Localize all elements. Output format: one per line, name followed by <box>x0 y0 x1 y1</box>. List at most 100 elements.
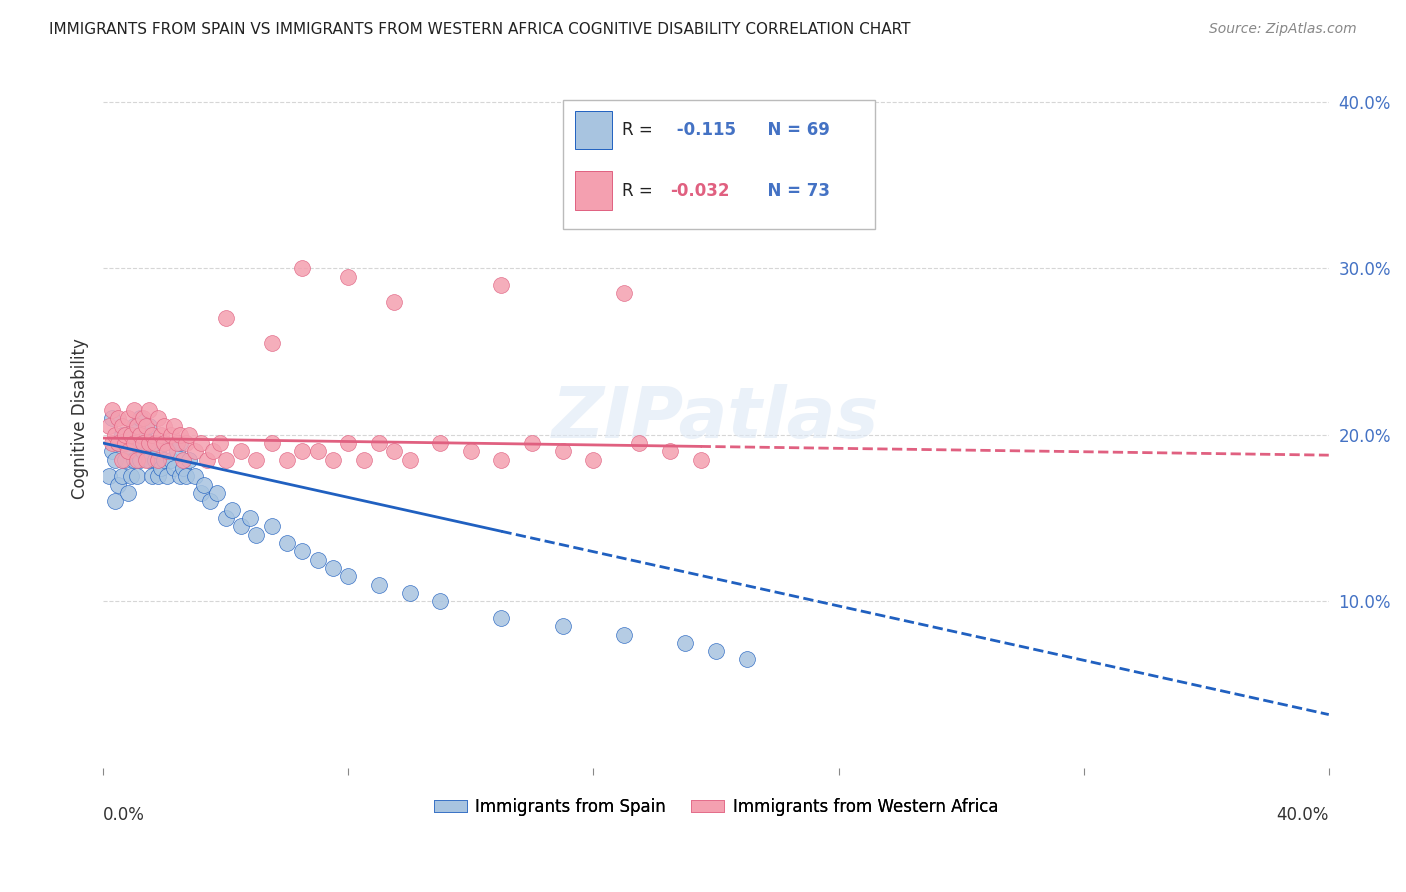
Point <box>138 402 160 417</box>
Point <box>141 469 163 483</box>
Point <box>110 427 132 442</box>
Point <box>125 419 148 434</box>
Point <box>208 436 231 450</box>
Point <box>98 419 121 434</box>
Point <box>551 444 574 458</box>
Point <box>582 452 605 467</box>
Point <box>135 436 157 450</box>
Point <box>132 427 155 442</box>
Point <box>239 511 262 525</box>
Point <box>177 427 200 442</box>
Point <box>110 452 132 467</box>
Text: -0.115: -0.115 <box>671 121 735 139</box>
Point <box>337 436 360 450</box>
Point <box>169 469 191 483</box>
Point <box>169 427 191 442</box>
Point <box>202 444 225 458</box>
Text: R =: R = <box>621 121 658 139</box>
Point <box>135 419 157 434</box>
Point <box>766 178 789 192</box>
Point <box>337 569 360 583</box>
Text: Source: ZipAtlas.com: Source: ZipAtlas.com <box>1209 22 1357 37</box>
Point <box>166 444 188 458</box>
Point <box>245 527 267 541</box>
Point <box>153 419 176 434</box>
Point <box>107 411 129 425</box>
Point <box>114 436 136 450</box>
Point <box>129 452 152 467</box>
Point <box>382 294 405 309</box>
Point <box>114 436 136 450</box>
Point <box>132 444 155 458</box>
Point <box>120 427 142 442</box>
Point <box>491 277 513 292</box>
Point <box>398 452 420 467</box>
Point <box>276 536 298 550</box>
Point <box>141 436 163 450</box>
Text: R =: R = <box>621 182 658 200</box>
Point <box>429 594 451 608</box>
Point <box>166 436 188 450</box>
Point <box>150 427 173 442</box>
Point <box>122 402 145 417</box>
Point <box>114 427 136 442</box>
Point <box>353 452 375 467</box>
Point <box>132 411 155 425</box>
Point <box>153 452 176 467</box>
Point <box>276 452 298 467</box>
Point <box>704 644 727 658</box>
Legend: Immigrants from Spain, Immigrants from Western Africa: Immigrants from Spain, Immigrants from W… <box>427 791 1005 822</box>
Point <box>150 461 173 475</box>
Point <box>156 444 179 458</box>
Point <box>129 411 152 425</box>
Point <box>229 444 252 458</box>
Point <box>101 436 124 450</box>
Point <box>367 436 389 450</box>
Point <box>628 436 651 450</box>
Point <box>190 436 212 450</box>
Point <box>104 494 127 508</box>
Point <box>153 436 176 450</box>
Point <box>172 452 194 467</box>
Point <box>138 436 160 450</box>
Point <box>735 652 758 666</box>
Point <box>215 311 238 326</box>
Point <box>117 444 139 458</box>
Point <box>117 444 139 458</box>
Point <box>291 261 314 276</box>
Point <box>551 619 574 633</box>
Text: -0.032: -0.032 <box>671 182 730 200</box>
Point <box>129 427 152 442</box>
Point <box>260 519 283 533</box>
Point <box>491 611 513 625</box>
Point <box>177 452 200 467</box>
Point <box>322 452 344 467</box>
Y-axis label: Cognitive Disability: Cognitive Disability <box>72 338 89 499</box>
Point <box>132 436 155 450</box>
Point <box>117 486 139 500</box>
Point <box>159 427 181 442</box>
Point <box>429 436 451 450</box>
Point <box>184 469 207 483</box>
Point <box>162 419 184 434</box>
Point <box>307 552 329 566</box>
Point <box>491 452 513 467</box>
Point <box>125 469 148 483</box>
Point <box>122 452 145 467</box>
Point <box>148 444 170 458</box>
Point <box>659 444 682 458</box>
Point <box>98 469 121 483</box>
Point <box>221 502 243 516</box>
Point <box>172 461 194 475</box>
Text: 40.0%: 40.0% <box>1277 806 1329 824</box>
FancyBboxPatch shape <box>575 111 612 149</box>
Point <box>148 469 170 483</box>
Point <box>291 544 314 558</box>
Point <box>398 586 420 600</box>
Point <box>322 561 344 575</box>
Point <box>193 477 215 491</box>
Point <box>174 436 197 450</box>
Point <box>367 577 389 591</box>
Text: N = 73: N = 73 <box>756 182 831 200</box>
Point <box>125 452 148 467</box>
